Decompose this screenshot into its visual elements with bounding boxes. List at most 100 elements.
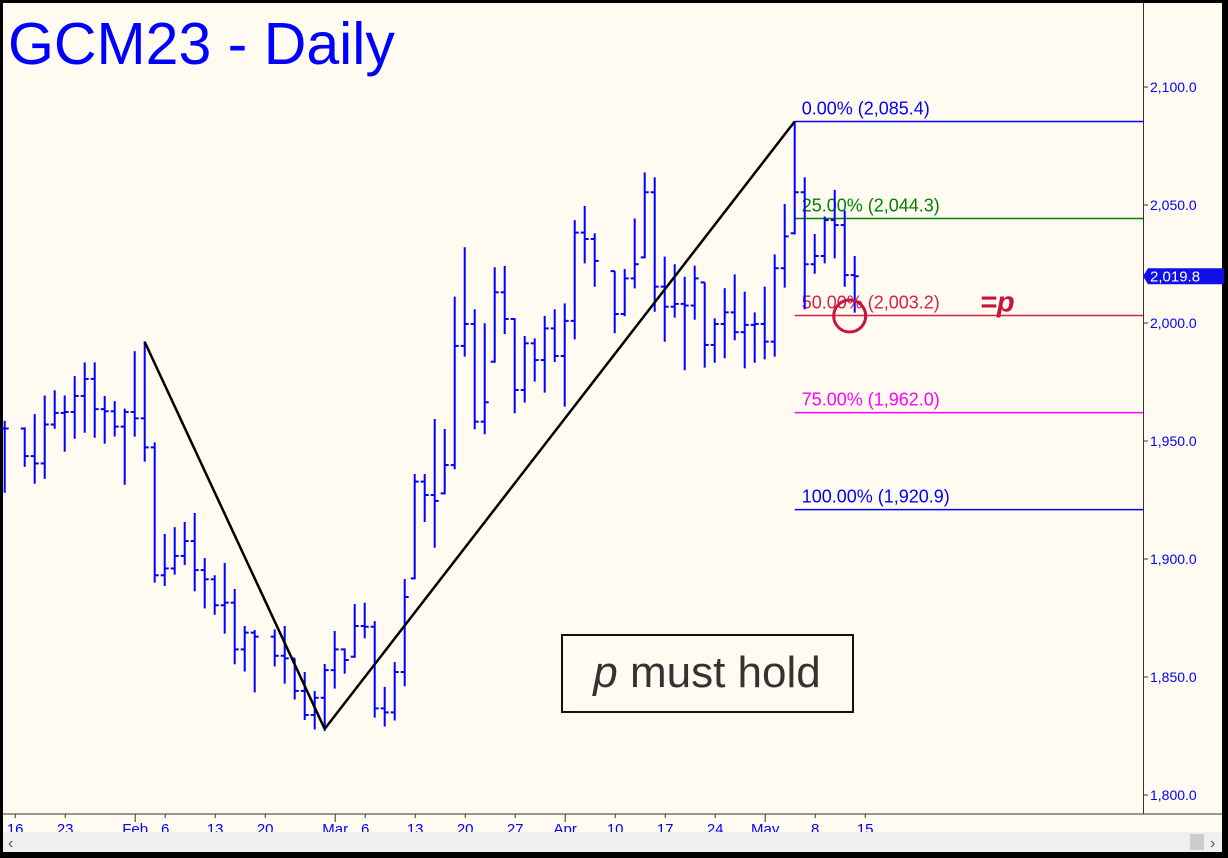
y-tick-label: 2,000.0 [1150, 315, 1197, 331]
ohlc-bar [270, 629, 279, 667]
ohlc-bar [650, 177, 659, 312]
ohlc-bar [530, 338, 539, 382]
ohlc-bar [220, 563, 229, 634]
ohlc-bar [430, 419, 439, 548]
ohlc-bar [40, 395, 49, 479]
ohlc-bar [690, 265, 699, 320]
zigzag-segment [323, 120, 796, 730]
note-p: p [591, 648, 617, 697]
ohlc-bar [770, 254, 779, 357]
ohlc-bar [50, 390, 59, 429]
ohlc-bar [200, 558, 209, 609]
ohlc-bar [190, 512, 199, 592]
ohlc-bar [620, 268, 629, 317]
ohlc-bar [490, 267, 499, 363]
scrollbar-track[interactable] [3, 832, 1222, 852]
ohlc-bar [400, 579, 409, 687]
ohlc-bar [80, 362, 89, 433]
last-price-label: 2,019.8 [1150, 268, 1200, 285]
ohlc-bar [550, 309, 559, 362]
y-tick-label: 1,950.0 [1150, 433, 1197, 449]
note-box-frame [561, 634, 854, 713]
ohlc-bar [790, 121, 799, 235]
ohlc-bars [0, 121, 859, 732]
ohlc-bar [670, 264, 679, 318]
note-box: p must hold [561, 634, 854, 713]
ohlc-bar [630, 218, 639, 289]
ohlc-bar [160, 533, 169, 586]
ohlc-bar [740, 291, 749, 369]
ohlc-bar [450, 296, 459, 470]
y-tick-label: 2,100.0 [1150, 79, 1197, 95]
y-tick-label: 1,800.0 [1150, 787, 1197, 803]
ohlc-bar [510, 317, 519, 414]
ohlc-bar [380, 686, 389, 727]
zigzag-lines [143, 120, 796, 730]
ohlc-bar [360, 602, 369, 639]
ohlc-bar [820, 216, 829, 264]
ohlc-bar [750, 312, 759, 363]
ohlc-bar [150, 442, 159, 583]
ohlc-bar [440, 428, 449, 495]
ohlc-bar [170, 527, 179, 575]
ohlc-bar [280, 626, 289, 684]
y-tick-label: 1,900.0 [1150, 551, 1197, 567]
fib-levels: 0.00% (2,085.4) 25.00% (2,044.3) 50.00% (2… [794, 98, 1143, 511]
x-tick-label: 6 [361, 821, 369, 838]
ohlc-bar [800, 177, 809, 310]
ohlc-bar [0, 420, 9, 493]
ohlc-bar [410, 474, 419, 580]
ohlc-bar [110, 401, 119, 437]
ohlc-bar [120, 408, 129, 485]
ohlc-bar [130, 351, 139, 437]
ohlc-bar [590, 233, 599, 287]
ohlc-bar [20, 427, 29, 467]
fib-label: 75.00% (1,962.0) [802, 390, 940, 410]
ohlc-bar [850, 255, 859, 313]
zigzag-segment [143, 341, 326, 730]
ohlc-bar [680, 276, 689, 371]
ohlc-bar [520, 335, 529, 403]
ohlc-bar [60, 395, 69, 452]
ohlc-bar [610, 270, 619, 334]
ohlc-bar [230, 588, 239, 665]
ohlc-bar [210, 575, 219, 615]
ohlc-bar [480, 323, 489, 435]
ohlc-bar [810, 234, 819, 274]
fib-label: 25.00% (2,044.3) [802, 195, 940, 215]
scroll-left-arrow-icon[interactable]: ‹ [8, 835, 13, 852]
ohlc-bar [390, 662, 399, 721]
ohlc-bar [560, 303, 569, 407]
horizontal-scrollbar[interactable]: ‹ › [3, 832, 1222, 852]
pivot-marker-label: =p [980, 286, 1015, 318]
ohlc-bar [460, 247, 469, 357]
ohlc-bar [840, 210, 849, 287]
last-price-tag: 2,019.8 [1143, 268, 1224, 285]
y-axis-ticks: 2,100.0 2,050.0 2,000.0 1,950.0 1,900.0 1,850… [1143, 79, 1197, 803]
ohlc-bar [320, 664, 329, 732]
y-tick-label: 1,850.0 [1150, 669, 1197, 685]
ohlc-bar [30, 414, 39, 484]
pivot-circle [832, 298, 868, 334]
note-text: must hold [618, 648, 821, 697]
ohlc-bar [830, 189, 839, 259]
ohlc-bar [730, 274, 739, 341]
scrollbar-thumb[interactable] [1190, 834, 1204, 850]
ohlc-bar [640, 172, 649, 259]
ohlc-bar [760, 286, 769, 360]
ohlc-bar [700, 281, 709, 368]
ohlc-bar [100, 395, 109, 444]
ohlc-bar [140, 341, 149, 462]
scroll-right-arrow-icon[interactable]: › [1210, 835, 1215, 852]
ohlc-bar [350, 604, 359, 658]
svg-text:p must hold: p must hold [591, 648, 820, 697]
ohlc-bar [370, 621, 379, 718]
x-tick-label: 8 [811, 821, 819, 838]
ohlc-bar [90, 362, 99, 438]
ohlc-bar [660, 256, 669, 342]
fib-label: 50.00% (2,003.2) [802, 292, 940, 312]
ohlc-bar [420, 474, 429, 523]
ohlc-bar [180, 521, 189, 565]
ohlc-bar [70, 376, 79, 439]
